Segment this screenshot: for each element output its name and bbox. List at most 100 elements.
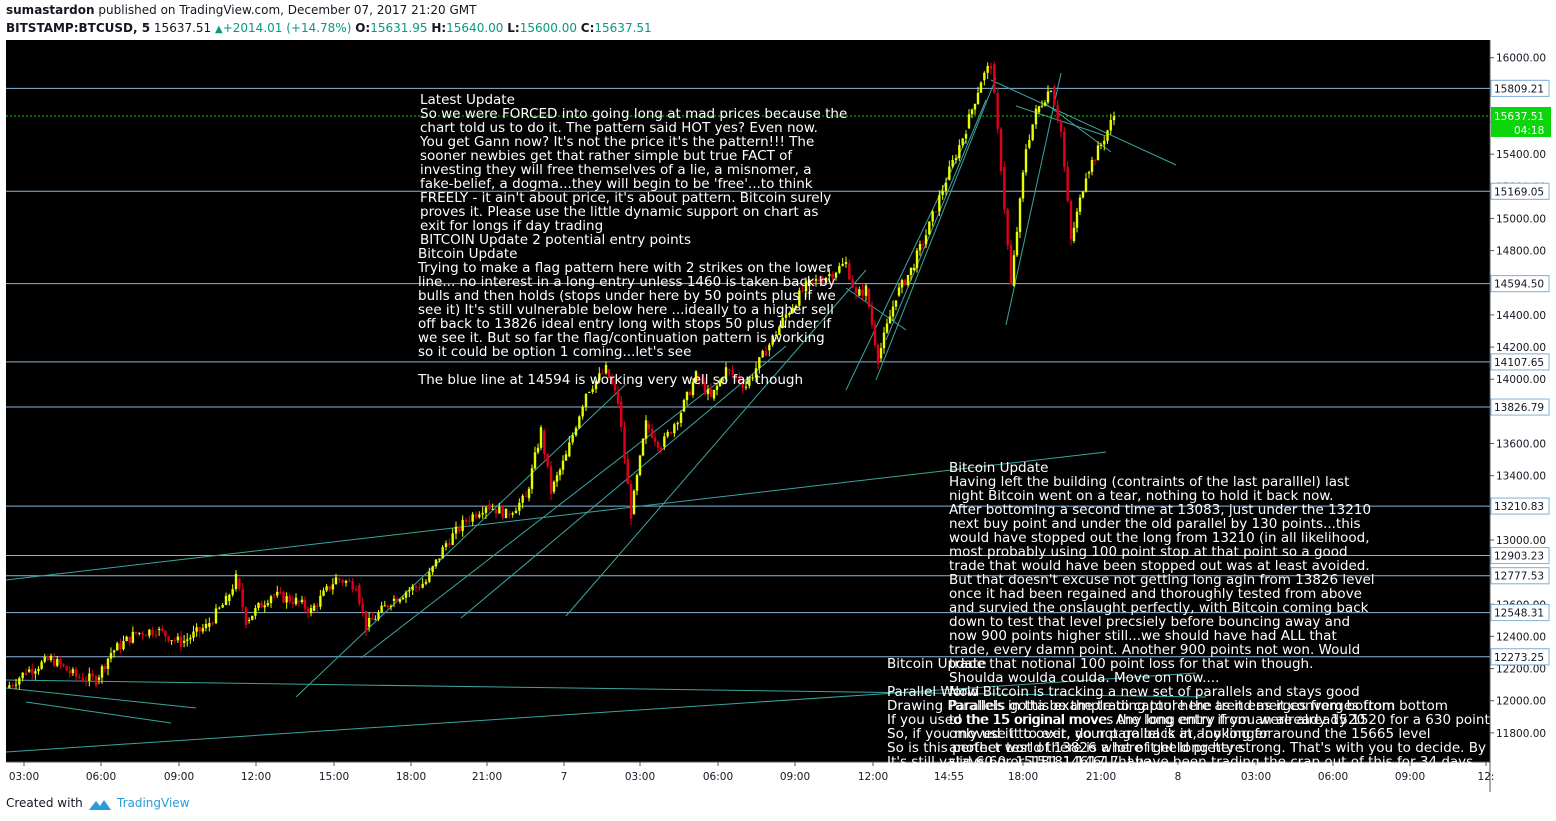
candle-body xyxy=(768,344,771,351)
candle-body xyxy=(91,673,94,677)
candle-body xyxy=(616,390,620,404)
candle-body xyxy=(741,382,744,388)
x-tick-label: 09:00 xyxy=(780,771,810,783)
candle-body xyxy=(867,289,871,307)
x-tick-label: 8 xyxy=(1175,771,1182,783)
candle-body xyxy=(635,475,639,491)
candle-body xyxy=(1090,160,1094,173)
note-bitcoin-update-2: now 900 points higher still...we should … xyxy=(949,628,1337,644)
price-axis-background xyxy=(1490,40,1551,792)
candle-body xyxy=(928,221,931,235)
candle-body xyxy=(431,566,434,573)
candle-body xyxy=(858,289,861,296)
trend-line xyxy=(295,383,627,698)
x-tick-label: 15:00 xyxy=(319,771,349,783)
candle-body xyxy=(514,510,518,514)
candle-body xyxy=(170,640,173,642)
trend-line xyxy=(25,701,172,724)
note-bitcoin-update-2: would have stopped out the long from 132… xyxy=(949,530,1370,546)
candle-body xyxy=(527,488,531,499)
candle-body xyxy=(983,72,986,81)
note-bitcoin-update-2: and survied the onslaught perfectly, wit… xyxy=(949,600,1369,616)
candle-body xyxy=(738,376,741,383)
candle-body xyxy=(841,263,844,267)
note-parallel-world: Parallel World xyxy=(887,684,979,700)
candle-body xyxy=(581,406,584,417)
candle-body xyxy=(1081,191,1085,198)
last-price: 15637.51 xyxy=(153,21,212,35)
candle-body xyxy=(724,367,728,380)
note-latest-update: So we were FORCED into going long at mad… xyxy=(420,106,847,122)
published-text: published on TradingView.com, December 0… xyxy=(98,3,477,17)
candle-body xyxy=(882,332,886,349)
candle-body xyxy=(574,428,578,436)
candle-body xyxy=(198,627,201,632)
level-tag xyxy=(1490,79,1550,97)
note-bitcoin-update: line... no interest in a long entry unle… xyxy=(418,274,836,290)
candle-body xyxy=(78,676,81,678)
candle-body xyxy=(154,634,158,636)
candle-body xyxy=(778,326,781,335)
candle-body xyxy=(794,305,798,309)
publisher-line: sumastardon published on TradingView.com… xyxy=(6,3,476,17)
author-name[interactable]: sumastardon xyxy=(6,3,95,17)
tradingview-link[interactable]: TradingView xyxy=(117,796,190,810)
x-tick-label: 18:00 xyxy=(1008,771,1038,783)
candle-body xyxy=(644,420,648,439)
candle-body xyxy=(973,103,977,110)
candle-body xyxy=(444,543,448,548)
symbol-line: BITSTAMP:BTCUSD, 5 15637.51 ▲+2014.01 (+… xyxy=(6,21,652,35)
candle-body xyxy=(100,666,104,678)
open-value: 15631.95 xyxy=(370,21,428,35)
chart-container[interactable]: 15809.21 15169.05 14594.50 14107.65 13826.79… xyxy=(6,40,1551,792)
trend-line xyxy=(565,269,867,617)
x-tick-label: 03:00 xyxy=(9,771,39,783)
candle-body xyxy=(1063,131,1066,168)
candle-body xyxy=(834,272,838,278)
y-tick-label: 15000.00 xyxy=(1496,213,1546,225)
level-tag xyxy=(1490,567,1550,585)
candle-body xyxy=(141,632,144,636)
candle-body xyxy=(1012,255,1016,286)
candle-body xyxy=(491,508,494,510)
candle-body xyxy=(801,290,804,292)
level-label: 15169.05 xyxy=(1494,186,1544,198)
x-tick-label: 21:00 xyxy=(1086,771,1116,783)
candle-body xyxy=(468,520,471,522)
y-tick-label: 13600.00 xyxy=(1496,439,1546,451)
candle-body xyxy=(1087,172,1091,174)
x-tick-label: 12: xyxy=(1478,771,1495,783)
candle-body xyxy=(539,427,543,448)
candle-body xyxy=(1015,231,1019,256)
candle-body xyxy=(189,637,192,640)
price-chart[interactable]: 15809.21 15169.05 14594.50 14107.65 13826.79… xyxy=(6,40,1551,792)
candle-body xyxy=(1046,91,1050,103)
candle-body xyxy=(979,82,983,93)
candle-body xyxy=(873,324,877,346)
candle-body xyxy=(888,316,892,324)
candle-body xyxy=(34,671,37,674)
candle-body xyxy=(1103,140,1106,145)
candle-body xyxy=(814,279,818,281)
current-price-label: 15637.51 xyxy=(1494,111,1544,123)
level-tag xyxy=(1490,497,1550,515)
candle-body xyxy=(751,377,754,379)
level-tag xyxy=(1490,604,1550,622)
candle-body xyxy=(18,678,21,685)
candle-body xyxy=(125,636,128,642)
candle-body xyxy=(461,519,464,532)
candle-body xyxy=(504,508,508,519)
candle-body xyxy=(784,314,788,318)
candle-body xyxy=(620,401,623,428)
candle-body xyxy=(247,619,251,621)
candle-body xyxy=(999,128,1003,172)
candle-body xyxy=(263,605,266,608)
candle-body xyxy=(269,596,273,604)
candle-body xyxy=(14,684,18,686)
y-tick-label: 14400.00 xyxy=(1496,310,1546,322)
level-label: 14107.65 xyxy=(1494,357,1544,369)
candle-body xyxy=(122,641,125,650)
candle-body xyxy=(1034,108,1038,125)
candle-body xyxy=(1093,160,1097,162)
candle-body xyxy=(408,590,411,592)
